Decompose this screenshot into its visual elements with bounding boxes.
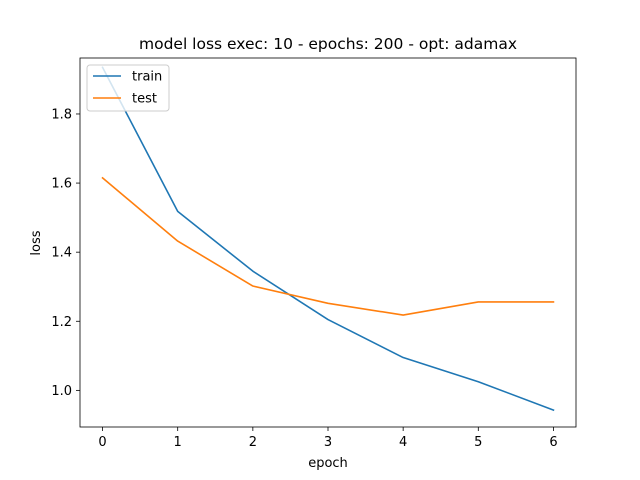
legend: train test [86, 64, 170, 112]
plot-area: 0 1 2 3 4 5 6 1.0 1.2 1.4 1.6 1.8 [51, 57, 577, 450]
x-tick-label: 4 [399, 435, 407, 450]
x-tick-label: 1 [174, 435, 182, 450]
y-axis-label: loss [29, 230, 44, 255]
x-axis-ticks: 0 1 2 3 4 5 6 [98, 427, 558, 450]
y-tick-label: 1.0 [51, 384, 72, 399]
series-layer [101, 66, 555, 412]
y-tick-label: 1.8 [51, 107, 72, 122]
y-tick-label: 1.4 [51, 246, 72, 261]
legend-label-train: train [132, 70, 162, 85]
x-tick-label: 6 [549, 435, 557, 450]
y-axis-ticks: 1.0 1.2 1.4 1.6 1.8 [51, 107, 80, 399]
series-line-test [101, 176, 555, 316]
legend-label-test: test [132, 92, 157, 107]
x-tick-label: 2 [249, 435, 257, 450]
chart-title: model loss exec: 10 - epochs: 200 - opt:… [139, 35, 517, 53]
x-tick-label: 5 [474, 435, 482, 450]
series-line-train [101, 66, 555, 412]
y-tick-label: 1.2 [51, 315, 72, 330]
x-axis-label: epoch [308, 456, 348, 471]
x-tick-label: 3 [324, 435, 332, 450]
x-tick-label: 0 [98, 435, 106, 450]
y-tick-label: 1.6 [51, 177, 72, 192]
